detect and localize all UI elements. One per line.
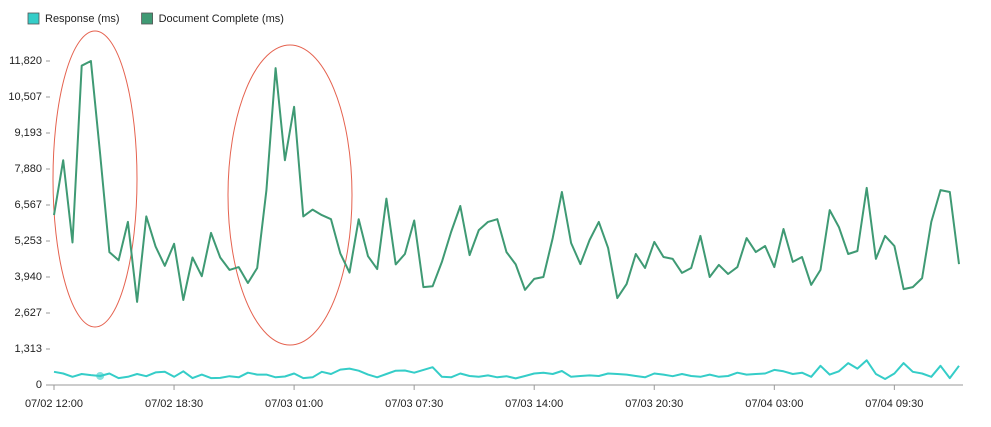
x-tick-label: 07/02 18:30	[145, 398, 203, 410]
legend-label: Response (ms)	[45, 13, 120, 25]
legend-swatch	[141, 12, 153, 25]
legend-swatch	[27, 12, 40, 25]
y-tick-label: 0	[36, 379, 42, 391]
y-tick-label: 9,193	[14, 127, 42, 139]
highlight-point	[96, 371, 105, 380]
y-tick-label: 11,820	[9, 55, 42, 67]
annotation-ellipse	[227, 44, 353, 346]
x-tick-label: 07/02 12:00	[25, 398, 83, 410]
x-tick-label: 07/04 03:00	[745, 398, 803, 410]
y-tick-label: 6,567	[14, 199, 42, 211]
annotation-ellipse	[52, 30, 138, 328]
x-tick-label: 07/03 20:30	[625, 398, 683, 410]
x-tick-label: 07/03 01:00	[265, 398, 323, 410]
line-series	[53, 359, 960, 380]
y-tick-label: 1,313	[14, 343, 42, 355]
x-tick-label: 07/03 14:00	[505, 398, 563, 410]
line-series	[53, 60, 960, 303]
y-tick-label: 7,880	[14, 163, 42, 175]
y-tick-label: 2,627	[14, 307, 42, 319]
x-tick-label: 07/04 09:30	[865, 398, 923, 410]
y-tick-label: 5,253	[14, 235, 42, 247]
legend-label: Document Complete (ms)	[159, 13, 284, 25]
x-tick-label: 07/03 07:30	[385, 398, 443, 410]
y-tick-label: 3,940	[14, 271, 42, 283]
y-tick-label: 10,507	[8, 91, 42, 103]
